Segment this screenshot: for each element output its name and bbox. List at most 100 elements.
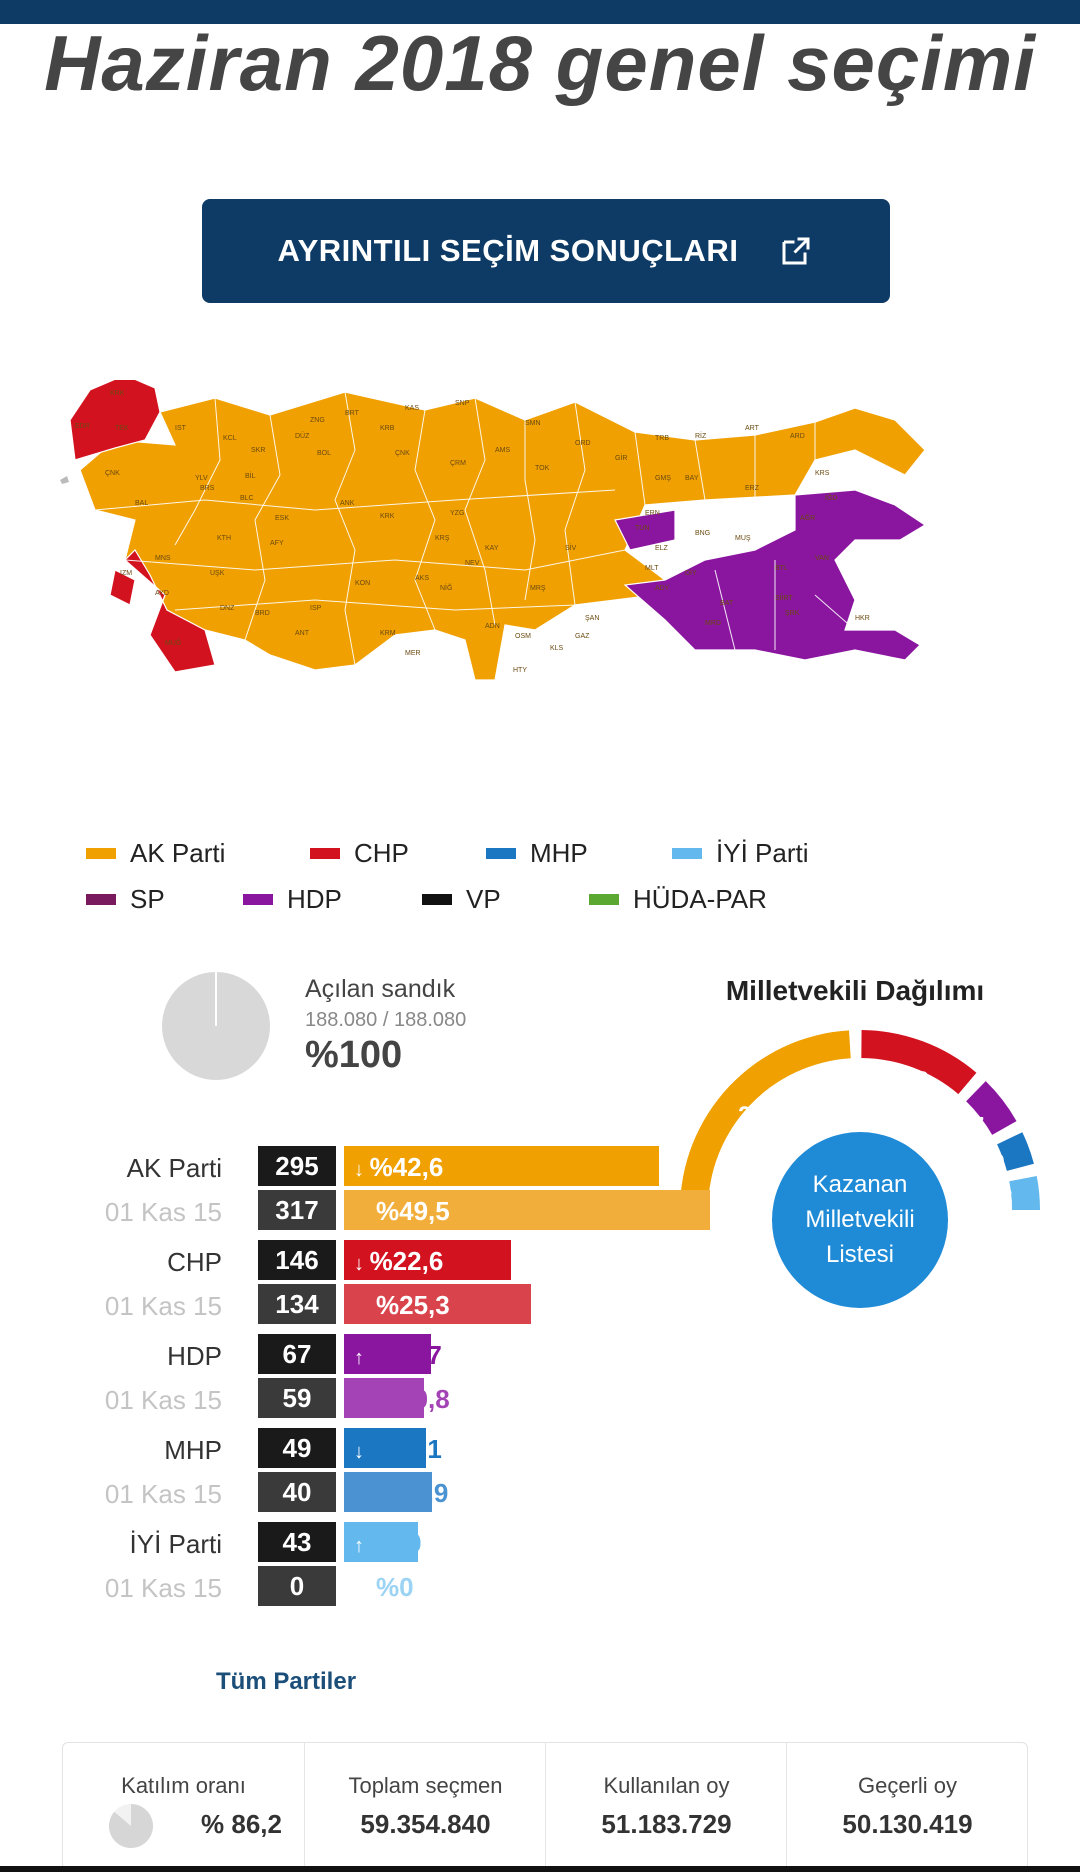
vote-percent-value: %49,5 [376, 1196, 450, 1226]
province-label: GİR [615, 453, 627, 462]
province-label: BRT [345, 410, 360, 417]
legend-label: HÜDA-PAR [633, 884, 767, 914]
legend-swatch [486, 848, 516, 859]
province-label: ERN [645, 510, 660, 517]
province-label: TUN [635, 525, 649, 532]
stat-cell: Katılım oranı % 86,2 [63, 1743, 304, 1869]
turnout-stats: Katılım oranı % 86,2 Toplam seçmen 59.354.8… [62, 1742, 1028, 1870]
province-label: BAY [685, 475, 699, 482]
turkey-results-map[interactable]: KRK EDR TEK IST KCL SKR DÜZ BOL ZNG BRT KRB KAS SNP Ç… [55, 380, 1035, 800]
vote-percent-value: %11,9 [376, 1478, 449, 1508]
map-region-hdp-tunceli[interactable] [614, 509, 676, 551]
province-label: KRK [110, 390, 125, 397]
detailed-results-button[interactable]: AYRINTILI SEÇİM SONUÇLARI [202, 199, 890, 303]
ballot-box-percent: %100 [305, 1034, 403, 1076]
winning-list-button[interactable] [772, 1132, 948, 1308]
stat-value: 51.183.729 [601, 1809, 732, 1839]
seat-count: 0 [258, 1566, 336, 1606]
province-label: UŞK [210, 570, 225, 577]
seat-arc[interactable] [997, 1132, 1034, 1171]
province-label: DNZ [220, 605, 235, 612]
province-label: KRB [380, 425, 395, 432]
province-label: AFY [270, 540, 284, 547]
seat-count: 40 [258, 1472, 336, 1512]
ballot-box-pie [162, 972, 270, 1080]
legend-swatch [310, 848, 340, 859]
winning-list-label: Milletvekili [805, 1206, 914, 1233]
seat-count: 67 [258, 1334, 336, 1374]
legend-item: HDP [243, 884, 342, 915]
vote-percent: %25,3 [376, 1290, 450, 1321]
arrow-up-icon: ↑ [354, 1347, 370, 1369]
province-label: KRK [380, 513, 395, 520]
stat-label: Kullanılan oy [603, 1773, 730, 1798]
province-label: ADY [655, 585, 670, 592]
seat-arc-label: 67 [957, 1112, 984, 1139]
vote-percent-value: %10 [369, 1528, 422, 1558]
province-labels: KRK EDR TEK IST KCL SKR DÜZ BOL ZNG BRT KRB KAS SNP Ç… [75, 390, 870, 674]
stat-value: % 86,2 [201, 1809, 282, 1839]
party-name: 01 Kas 15 [104, 1385, 222, 1415]
seat-distribution-chart[interactable]: 295 146 67 49 43 Kazanan Milletvekili Listesi [660, 1020, 1060, 1320]
province-label: TOK [535, 465, 550, 472]
province-label: IĞD [825, 493, 837, 502]
vote-bar [344, 1284, 532, 1324]
map-region-chp-thrace[interactable] [69, 380, 161, 461]
legend-label: VP [466, 884, 501, 914]
party-name: AK Parti [126, 1153, 222, 1183]
province-label: TRB [655, 435, 669, 442]
province-label: BNG [695, 530, 710, 537]
map-region-chp-aegean-2[interactable] [109, 569, 136, 606]
province-label: SNP [455, 400, 470, 407]
province-label: GAZ [575, 633, 590, 640]
map-region-chp[interactable] [69, 380, 216, 673]
result-row: CHP 146 ↓ %22,6 [0, 1240, 700, 1280]
legend-swatch [86, 894, 116, 905]
seat-arc[interactable] [1009, 1175, 1040, 1210]
seat-count: 43 [258, 1522, 336, 1562]
province-label: HTY [513, 667, 527, 674]
vote-bar [344, 1190, 711, 1230]
result-row-previous: 01 Kas 15 40 %11,9 [0, 1472, 700, 1512]
legend-swatch [86, 848, 116, 859]
province-label: BAL [135, 500, 148, 507]
result-row: AK Parti 295 ↓ %42,6 [0, 1146, 700, 1186]
province-label: MLT [645, 565, 659, 572]
turnout-pie [109, 1804, 153, 1848]
province-label: GMŞ [655, 475, 671, 482]
province-label: KTH [217, 535, 231, 542]
legend-item: MHP [486, 838, 588, 869]
legend-swatch [589, 894, 619, 905]
province-label: KAY [485, 545, 499, 552]
seat-arc-label: 146 [889, 1067, 929, 1094]
province-label: BTL [775, 565, 788, 572]
seat-count: 295 [258, 1146, 336, 1186]
vote-percent: %0 [376, 1572, 414, 1603]
result-row: MHP 49 ↓ %11,1 [0, 1428, 700, 1468]
ballot-box-count: 188.080 / 188.080 [305, 1009, 467, 1031]
stat-cell: Toplam seçmen 59.354.840 [304, 1743, 546, 1869]
province-label: KRM [380, 630, 396, 637]
province-label: KRŞ [435, 535, 450, 542]
legend-item: HÜDA-PAR [589, 884, 767, 915]
province-label: ADN [485, 623, 500, 630]
province-label: ÇRM [450, 460, 466, 467]
legend-swatch [422, 894, 452, 905]
party-name: HDP [167, 1341, 222, 1371]
map-region-chp-aegean[interactable] [124, 549, 216, 673]
all-parties-link[interactable]: Tüm Partiler [216, 1668, 357, 1695]
result-row-previous: 01 Kas 15 59 %10,8 [0, 1378, 700, 1418]
vote-percent-value: %25,3 [376, 1290, 450, 1320]
legend-item: CHP [310, 838, 409, 869]
vote-bar [344, 1428, 427, 1468]
legend-item: SP [86, 884, 165, 915]
stat-cell: Geçerli oy 50.130.419 [786, 1743, 1028, 1869]
vote-percent-value: %11,1 [369, 1434, 442, 1464]
seat-count: 146 [258, 1240, 336, 1280]
seat-arc[interactable] [861, 1030, 977, 1095]
seat-arc[interactable] [966, 1081, 1017, 1135]
map-region-hdp[interactable] [614, 489, 927, 661]
stat-label: Toplam seçmen [348, 1773, 503, 1798]
province-label: ŞRK [785, 610, 800, 617]
province-label: ŞAN [585, 615, 599, 622]
